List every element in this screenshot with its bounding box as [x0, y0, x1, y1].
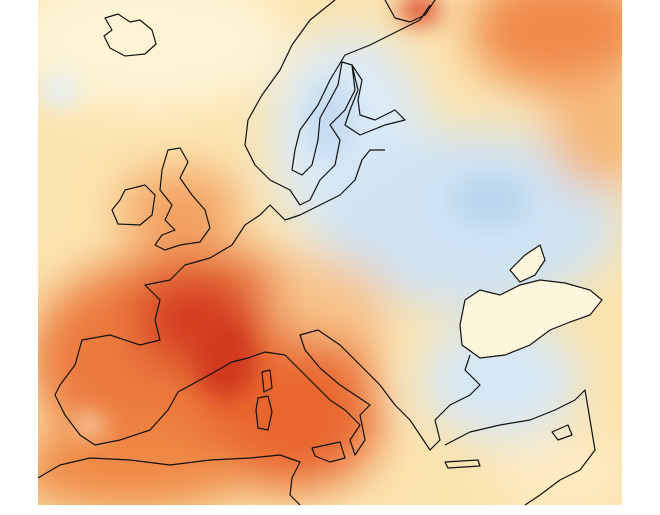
crete — [444, 459, 481, 469]
iceland — [103, 13, 157, 57]
black-sea — [459, 279, 603, 359]
scandinavia — [244, 0, 431, 206]
field-blob — [490, 430, 622, 505]
field-blob — [270, 260, 390, 340]
baltic-south — [269, 149, 385, 221]
field-blob — [76, 415, 104, 435]
anatolia — [444, 389, 596, 506]
cyprus — [551, 424, 573, 441]
field-blob — [40, 72, 80, 108]
west-continent — [54, 204, 481, 456]
ireland — [111, 184, 156, 226]
field-blob — [470, 0, 622, 90]
finland-coast — [344, 64, 406, 136]
field-blob — [305, 80, 355, 160]
field-blob — [450, 175, 530, 225]
great-britain — [154, 147, 211, 251]
field-blob — [38, 430, 250, 505]
sea-of-azov — [509, 244, 546, 283]
field-blob — [420, 320, 580, 440]
field-blob — [550, 70, 622, 190]
field-details — [40, 0, 530, 435]
corsica — [261, 369, 273, 393]
field-blob — [120, 170, 240, 250]
coastlines — [37, 0, 603, 506]
anomaly-field — [38, 0, 622, 505]
kola — [384, 0, 436, 23]
sicily — [311, 441, 346, 463]
field-blob — [38, 0, 290, 110]
north-africa — [37, 454, 301, 506]
field-blob — [195, 320, 255, 400]
sardinia — [255, 395, 273, 431]
